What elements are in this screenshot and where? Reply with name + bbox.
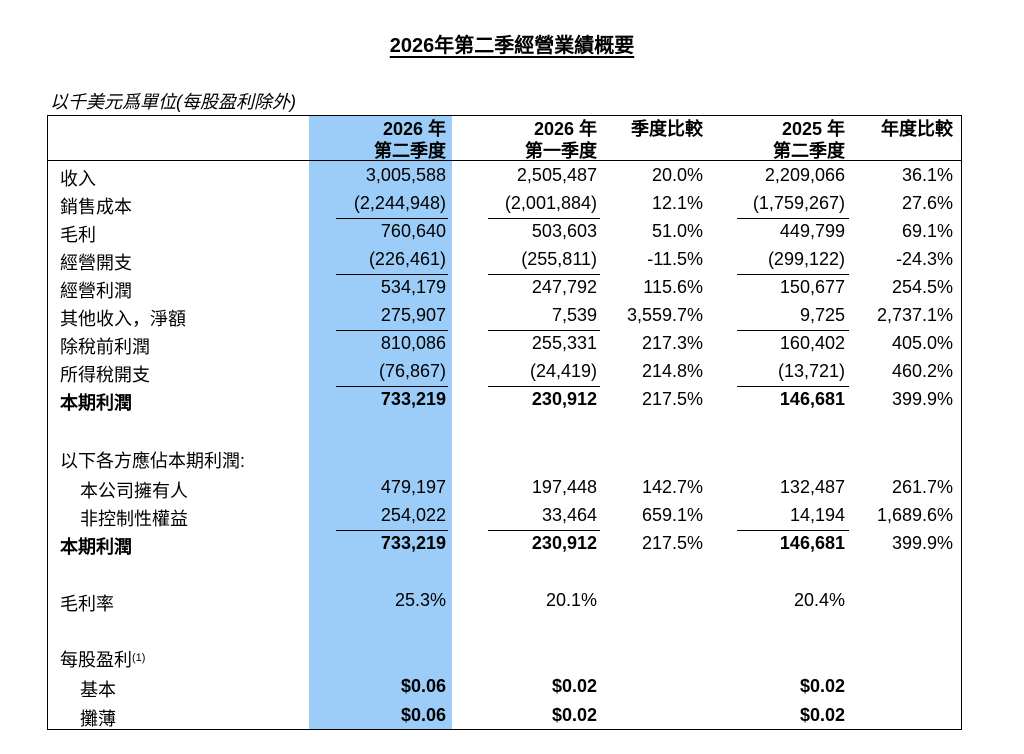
- subtotal-rule: [737, 330, 849, 331]
- header-divider: [47, 160, 962, 161]
- subtotal-rule: [336, 218, 448, 219]
- table-row-income-tax: 所得稅開支 (76,867) (24,419) 214.8% (13,721) …: [60, 361, 953, 385]
- table-row-eps-diluted: 攤薄 $0.06 $0.02 $0.02: [80, 705, 845, 729]
- header-2025-q2-year: 2025 年: [781, 119, 845, 139]
- subtotal-rule: [488, 218, 600, 219]
- attrib-header: 以下各方應佔本期利潤:: [60, 451, 245, 471]
- table-frame: [47, 115, 962, 730]
- header-2026-q2-quarter: 第二季度: [374, 141, 446, 161]
- subtotal-rule: [737, 530, 849, 531]
- footnote-marker: (1): [132, 652, 146, 664]
- table-row-gross-margin: 毛利率 25.3% 20.1% 20.4%: [60, 590, 845, 614]
- table-row-other-income: 其他收入，淨額 275,907 7,539 3,559.7% 9,725 2,7…: [60, 305, 953, 329]
- header-2026-q2: 2026 年 第二季度: [309, 118, 452, 162]
- table-row-gross-profit: 毛利 760,640 503,603 51.0% 449,799 69.1%: [60, 221, 953, 245]
- subtotal-rule: [737, 218, 849, 219]
- header-2026-q1-quarter: 第一季度: [525, 141, 597, 161]
- subtotal-rule: [737, 274, 849, 275]
- table-row-revenue: 收入 3,005,588 2,505,487 20.0% 2,209,066 3…: [60, 165, 953, 189]
- subtotal-rule: [336, 330, 448, 331]
- table-row-eps-basic: 基本 $0.06 $0.02 $0.02: [80, 676, 845, 700]
- header-yoy: 年度比較: [881, 119, 953, 139]
- current-quarter-highlight: [309, 115, 452, 730]
- subtotal-rule: [488, 530, 600, 531]
- header-qoq: 季度比較: [631, 119, 703, 139]
- subtotal-rule: [488, 330, 600, 331]
- table-row-profit-for-period: 本期利潤 733,219 230,912 217.5% 146,681 399.…: [60, 389, 953, 413]
- table-row-non-controlling: 非控制性權益 254,022 33,464 659.1% 14,194 1,68…: [80, 505, 953, 529]
- subtotal-rule: [336, 386, 448, 387]
- subtotal-rule: [336, 274, 448, 275]
- header-2025-q2-quarter: 第二季度: [773, 141, 845, 161]
- header-2026-q1-year: 2026 年: [533, 119, 597, 139]
- header-2025-q2: 2025 年 第二季度: [715, 118, 845, 162]
- subtotal-rule: [488, 386, 600, 387]
- eps-header: 每股盈利(1): [60, 650, 146, 670]
- unit-note: 以千美元爲單位(每股盈利除外): [50, 92, 296, 112]
- table-row-operating-profit: 經營利潤 534,179 247,792 115.6% 150,677 254.…: [60, 277, 953, 301]
- header-2026-q1: 2026 年 第一季度: [460, 118, 597, 162]
- subtotal-rule: [737, 386, 849, 387]
- table-row-profit-for-period-total: 本期利潤 733,219 230,912 217.5% 146,681 399.…: [60, 533, 953, 557]
- subtotal-rule: [336, 530, 448, 531]
- table-row-owners: 本公司擁有人 479,197 197,448 142.7% 132,487 26…: [80, 477, 953, 501]
- table-row-operating-expenses: 經營開支 (226,461) (255,811) -11.5% (299,122…: [60, 249, 953, 273]
- table-row-cost-of-sales: 銷售成本 (2,244,948) (2,001,884) 12.1% (1,75…: [60, 193, 953, 217]
- subtotal-rule: [488, 274, 600, 275]
- table-row-profit-before-tax: 除稅前利潤 810,086 255,331 217.3% 160,402 405…: [60, 333, 953, 357]
- header-2026-q2-year: 2026 年: [382, 119, 446, 139]
- page-title: 2026年第二季經營業績概要: [389, 35, 635, 57]
